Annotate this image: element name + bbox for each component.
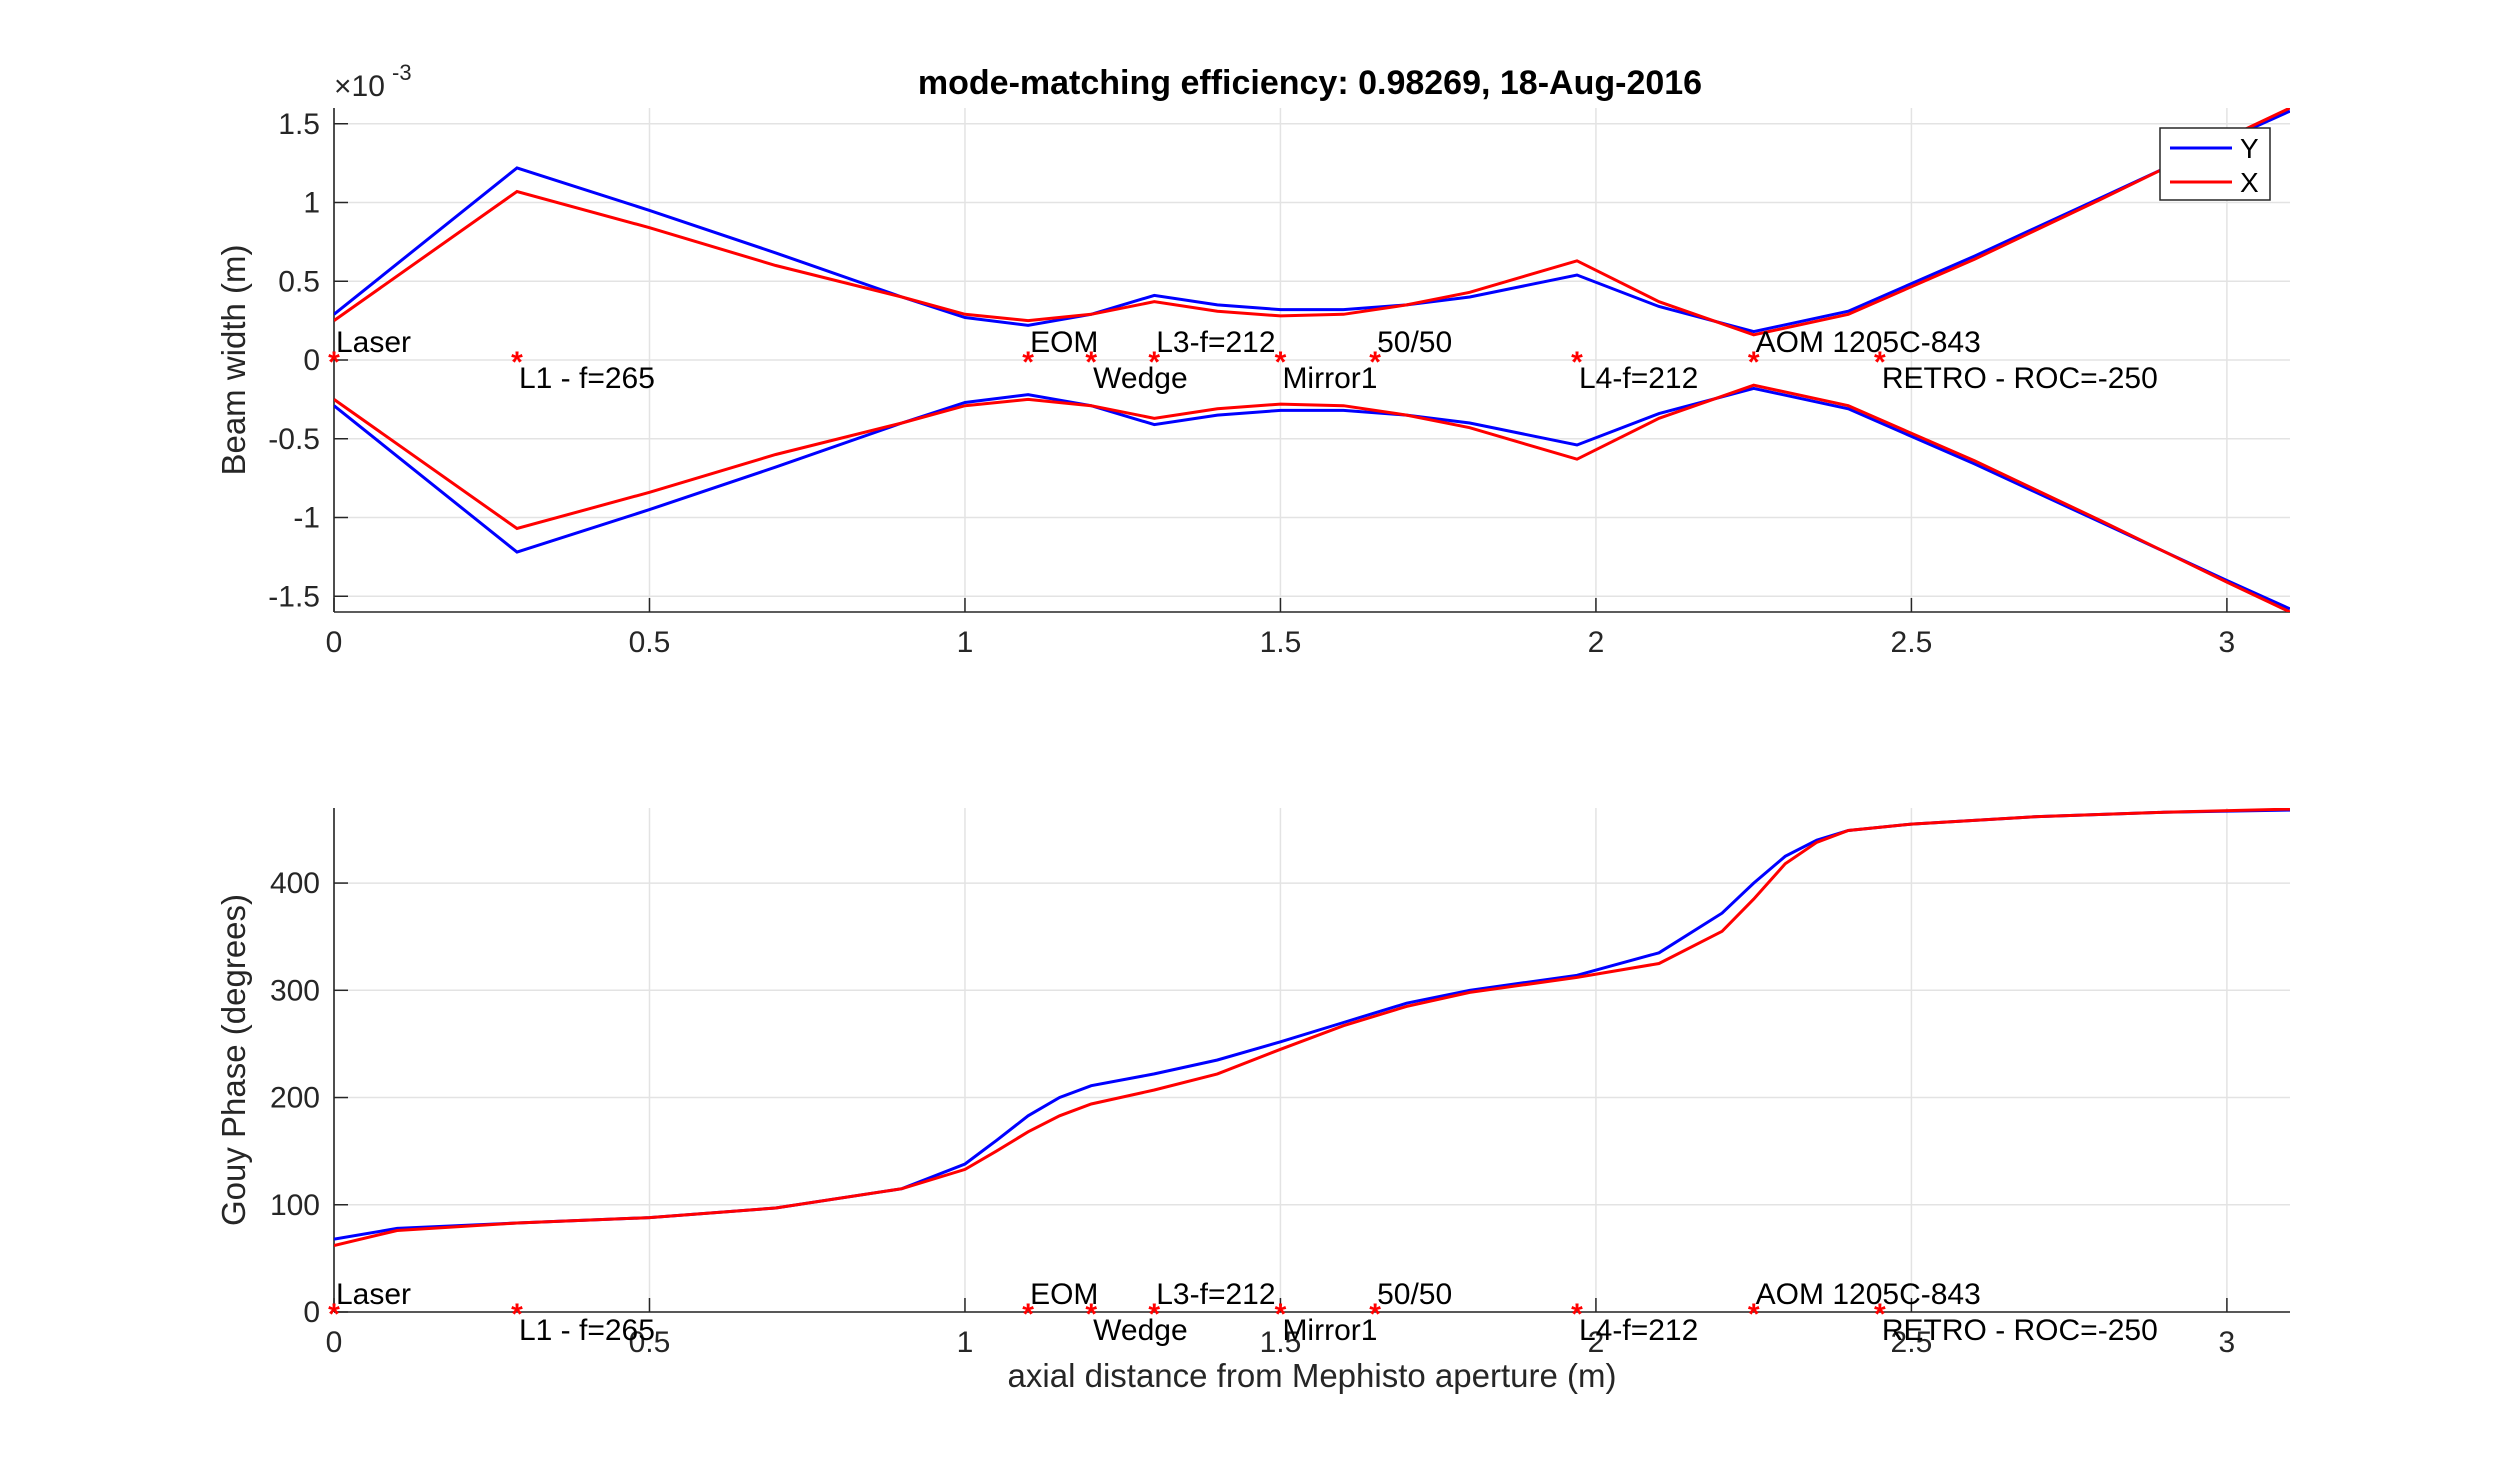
y-tick-label: 200: [270, 1082, 320, 1115]
component-marker: *: [1085, 1298, 1097, 1331]
component-marker: *: [1275, 1298, 1287, 1331]
plot-area: [334, 808, 2290, 1247]
component-label: Wedge: [1093, 362, 1188, 395]
component-marker: *: [1085, 346, 1097, 379]
x-tick-label: 0.5: [629, 1326, 671, 1359]
component-marker: *: [1874, 1298, 1886, 1331]
series-line-x-lower: [334, 383, 2290, 612]
component-marker: *: [1748, 1298, 1760, 1331]
component-label: RETRO - ROC=-250: [1882, 1314, 2158, 1347]
component-label: L1 - f=265: [519, 1314, 655, 1347]
y-tick-label: 1.5: [278, 108, 320, 141]
legend: YX: [2159, 127, 2271, 201]
series-line-x: [334, 108, 2290, 337]
component-marker: *: [328, 1298, 340, 1331]
x-tick-label: 0: [326, 1326, 343, 1359]
component-label: AOM 1205C-843: [1756, 1278, 1981, 1311]
component-label: EOM: [1030, 326, 1098, 359]
x-tick-label: 3: [2219, 626, 2236, 659]
y-exponent-power: -3: [392, 60, 412, 85]
component-marker: *: [1571, 346, 1583, 379]
component-marker: *: [1748, 346, 1760, 379]
y-axis-label: Beam width (m): [215, 244, 252, 475]
component-marker: *: [1369, 346, 1381, 379]
y-axis-label: Gouy Phase (degrees): [215, 894, 252, 1226]
component-marker: *: [1022, 346, 1034, 379]
series-line-y: [334, 109, 2290, 334]
component-label: Wedge: [1093, 1314, 1188, 1347]
y-tick-label: -1.5: [268, 580, 320, 613]
y-tick-label: 0: [303, 1296, 320, 1329]
x-tick-label: 0: [326, 626, 343, 659]
component-label: L4-f=212: [1579, 362, 1698, 395]
x-tick-label: 2.5: [1891, 1326, 1933, 1359]
x-tick-label: 2: [1588, 626, 1605, 659]
component-label: 50/50: [1377, 1278, 1452, 1311]
component-label: Mirror1: [1282, 1314, 1377, 1347]
component-marker: *: [1148, 346, 1160, 379]
legend-label-x: X: [2240, 167, 2259, 198]
component-marker: *: [1369, 1298, 1381, 1331]
beam-width-axes: 0 0.5 1 1.5 2 2.5 3 -1.5 -1 -0.5 0 0.5 1 1.5 ×10 -3 Beam…: [215, 60, 2290, 659]
component-marker: *: [1148, 1298, 1160, 1331]
plot-area: [334, 108, 2290, 612]
component-marker: *: [1874, 346, 1886, 379]
component-label: Mirror1: [1282, 362, 1377, 395]
y-tick-label: 0.5: [278, 265, 320, 298]
figure-title: mode-matching efficiency: 0.98269, 18-Au…: [918, 64, 1702, 102]
x-tick-label: 1.5: [1260, 626, 1302, 659]
component-label: L3-f=212: [1156, 326, 1275, 359]
component-label: Laser: [336, 1278, 411, 1311]
component-marker: *: [511, 346, 523, 379]
y-tick-label: 100: [270, 1189, 320, 1222]
x-tick-label: 2.5: [1891, 626, 1933, 659]
gouy-phase-axes: 0 0.5 1 1.5 2 2.5 3 0 100 200 300 400 Gouy Phase (de…: [215, 808, 2290, 1394]
y-tick-label: -1: [293, 502, 320, 535]
y-tick-label: -0.5: [268, 423, 320, 456]
y-tick-label: 300: [270, 974, 320, 1007]
component-label: Laser: [336, 326, 411, 359]
legend-box: [2159, 127, 2271, 201]
component-label: L3-f=212: [1156, 1278, 1275, 1311]
component-label: RETRO - ROC=-250: [1882, 362, 2158, 395]
y-tick-label: 0: [303, 344, 320, 377]
x-tick-label: 0.5: [629, 626, 671, 659]
x-tick-label: 2: [1588, 1326, 1605, 1359]
component-label: 50/50: [1377, 326, 1452, 359]
legend-label-y: Y: [2240, 133, 2259, 164]
component-marker: *: [511, 1298, 523, 1331]
component-label: L1 - f=265: [519, 362, 655, 395]
component-marker: *: [328, 346, 340, 379]
series-line-x: [334, 808, 2290, 1247]
y-tick-label: 1: [303, 187, 320, 220]
y-tick-label: 400: [270, 867, 320, 900]
series-line-y-lower: [334, 386, 2290, 611]
grid-lines: [333, 108, 2290, 612]
grid-lines: [333, 808, 2290, 1313]
component-label: EOM: [1030, 1278, 1098, 1311]
component-marker: *: [1275, 346, 1287, 379]
y-exponent-label: ×10: [334, 70, 385, 103]
x-tick-label: 1: [957, 626, 974, 659]
x-tick-label: 1: [957, 1326, 974, 1359]
component-label: AOM 1205C-843: [1756, 326, 1981, 359]
component-label: L4-f=212: [1579, 1314, 1698, 1347]
x-tick-label: 1.5: [1260, 1326, 1302, 1359]
component-marker: *: [1571, 1298, 1583, 1331]
x-tick-label: 3: [2219, 1326, 2236, 1359]
series-line-y: [334, 808, 2290, 1241]
component-marker: *: [1022, 1298, 1034, 1331]
x-axis-label: axial distance from Mephisto aperture (m…: [1008, 1357, 1617, 1394]
